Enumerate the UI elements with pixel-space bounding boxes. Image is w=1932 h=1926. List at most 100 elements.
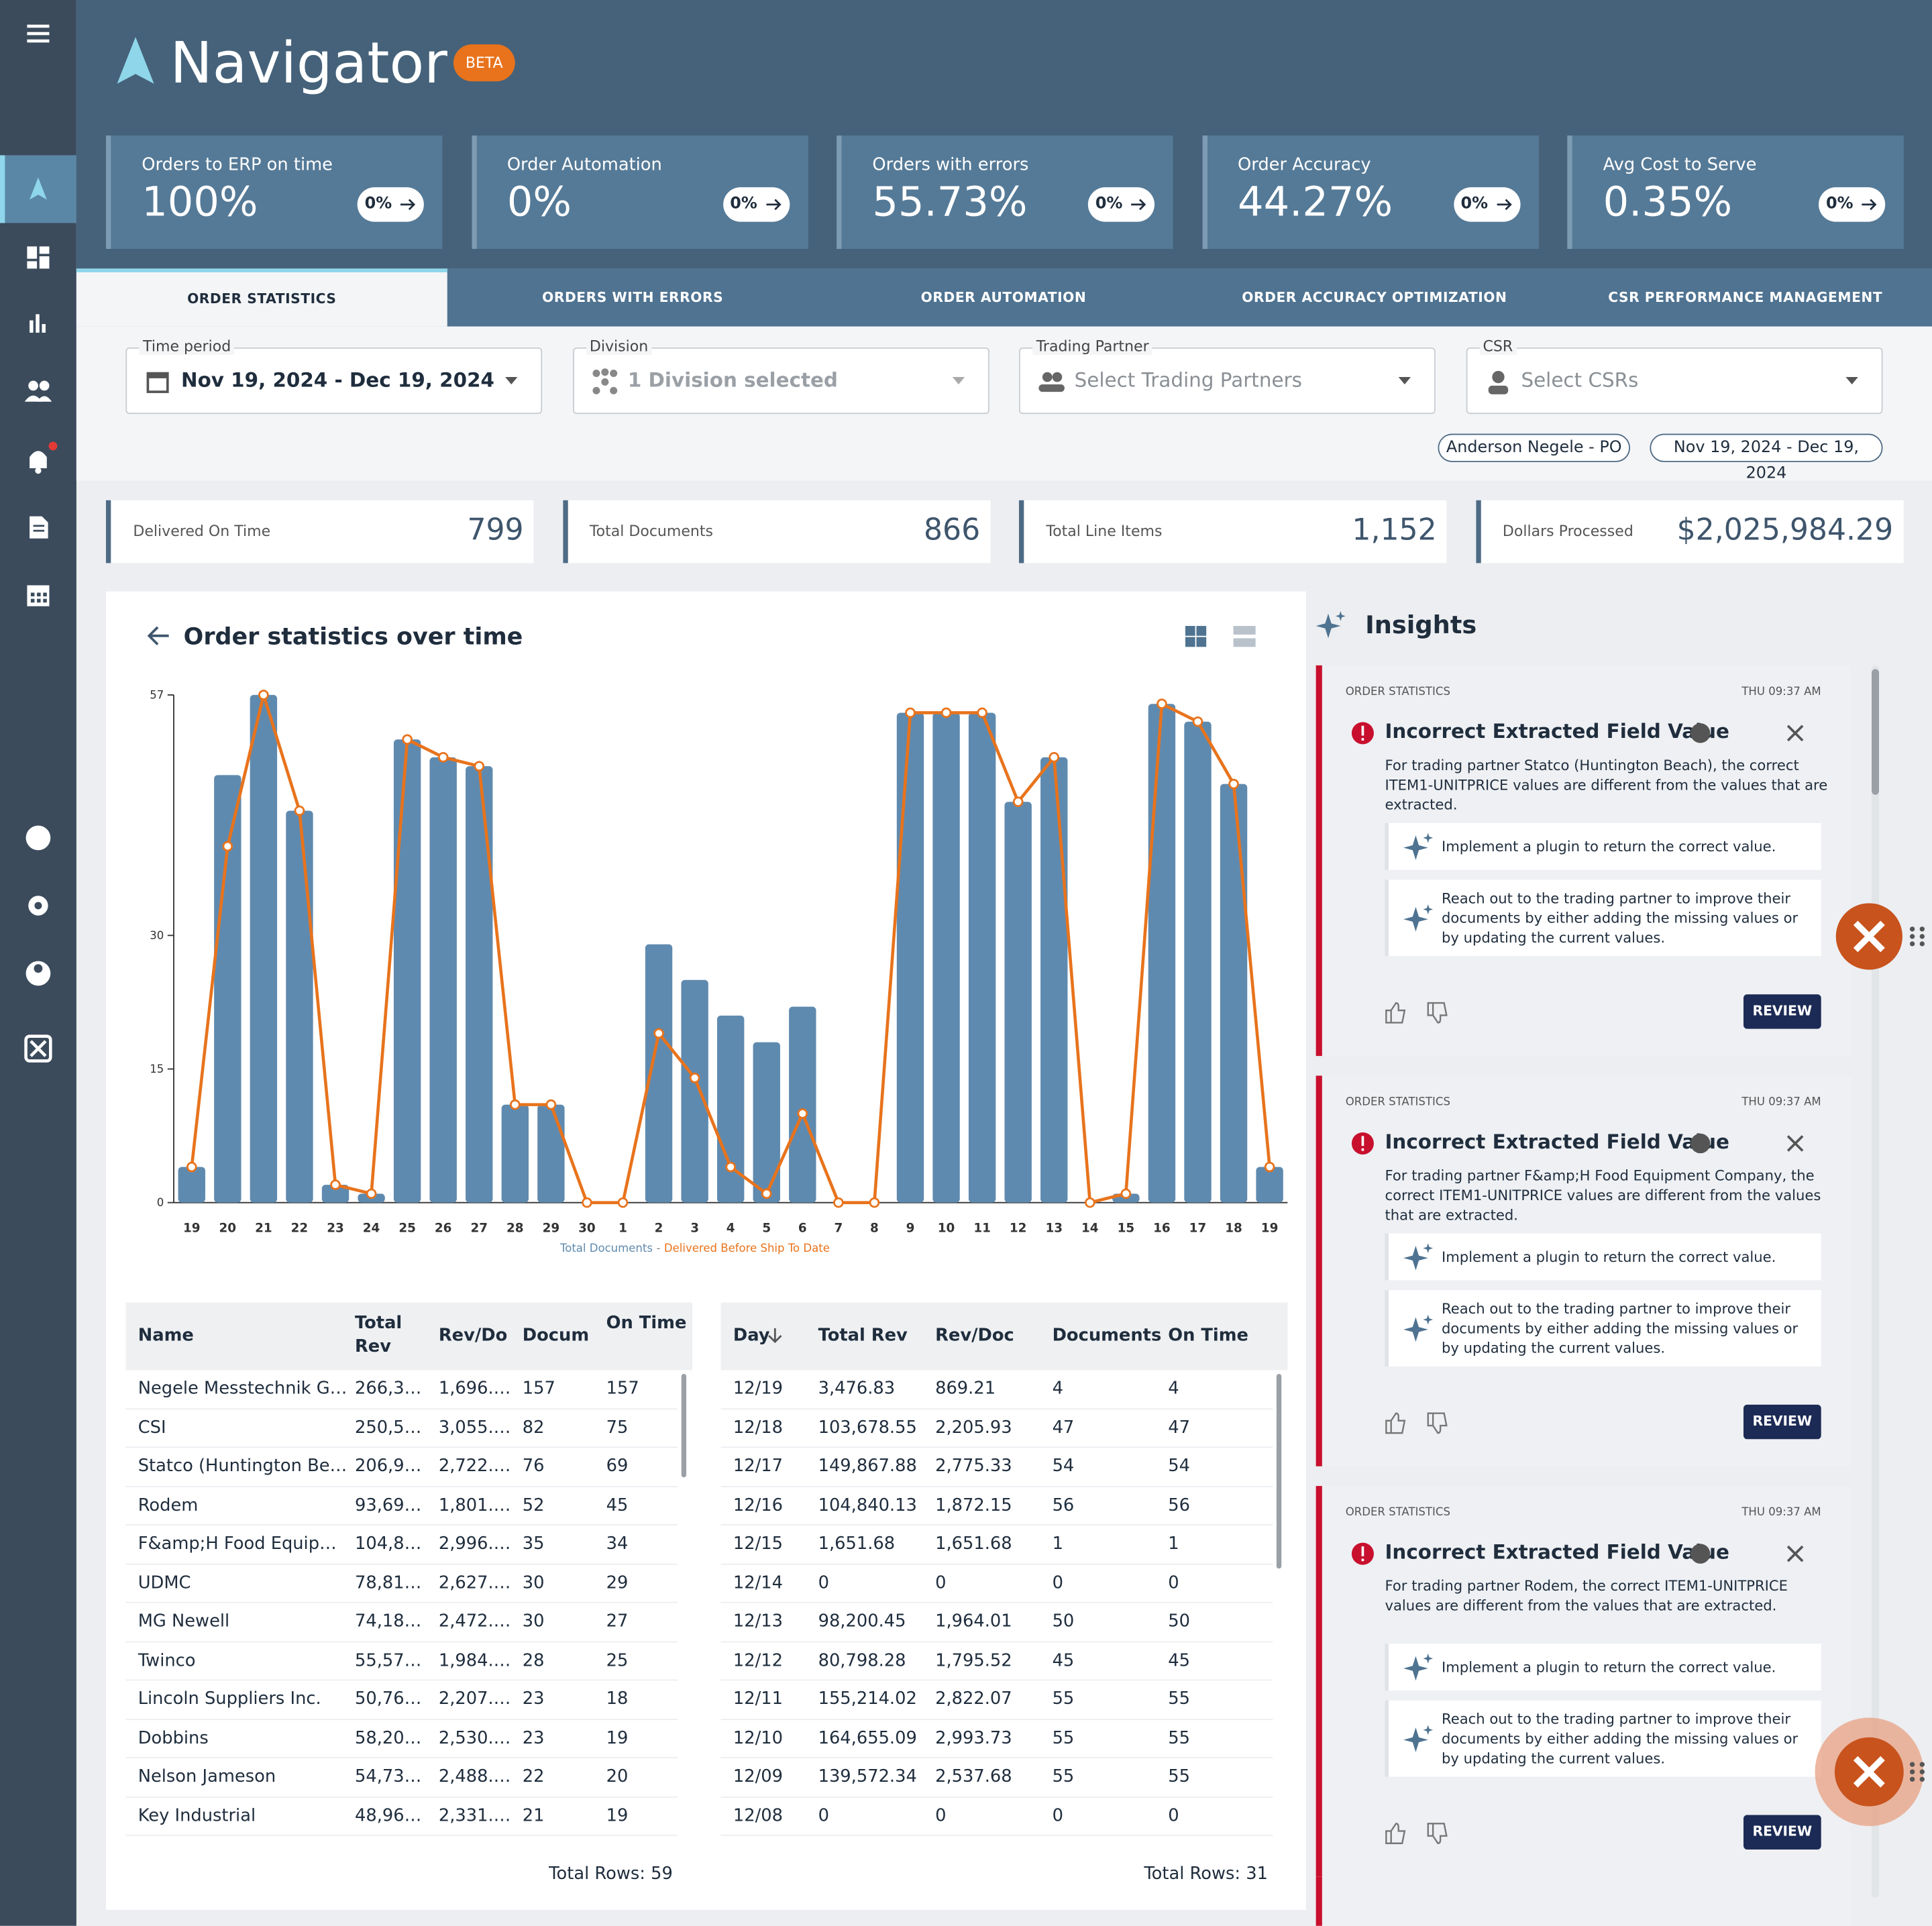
kpi-change-text: 0%: [1460, 195, 1489, 213]
x-tick-label: 17: [1189, 1222, 1207, 1236]
list-view-icon: [1233, 638, 1256, 647]
insight-action[interactable]: Implement a plugin to return the correct…: [1385, 1233, 1821, 1281]
kpi-value: 55.73%: [872, 177, 1028, 226]
filter-value: Select CSRs: [1521, 368, 1639, 392]
line-point: [761, 1188, 772, 1199]
tab[interactable]: ORDER AUTOMATION: [920, 289, 1087, 306]
table-row: MG Newell 74,18… 2,472.… 30 27: [125, 1603, 678, 1642]
kpi-change[interactable]: 0%: [1087, 187, 1155, 222]
line-point: [977, 707, 987, 718]
thumb-up: [1385, 1412, 1406, 1434]
caret: [1845, 377, 1858, 385]
table-cell: 2,488.…: [438, 1766, 511, 1787]
x-tick-label: 14: [1081, 1222, 1099, 1236]
filter-select[interactable]: CSR Select CSRs: [1465, 337, 1882, 415]
bar: [501, 1104, 529, 1203]
tab[interactable]: CSR PERFORMANCE MANAGEMENT: [1608, 289, 1883, 306]
beta-badge: BETA: [453, 44, 515, 82]
filter-select[interactable]: Trading Partner Select Trading Partners: [1018, 337, 1436, 415]
table-cell: 52: [522, 1495, 545, 1515]
filter-icon: [1038, 372, 1065, 392]
node: [600, 378, 608, 386]
filter-chip[interactable]: Nov 19, 2024 - Dec 19, 2024: [1650, 433, 1883, 483]
help-icon: [1690, 723, 1711, 743]
sparkle-icon: [1403, 1725, 1434, 1752]
table-cell: 0: [818, 1572, 829, 1593]
column-header[interactable]: Total Rev: [354, 1313, 402, 1357]
kpi-value: 0.35%: [1603, 177, 1733, 226]
table-row: 12/09 139,572.34 2,537.68 55 55: [720, 1758, 1273, 1797]
column-header[interactable]: Documents: [1052, 1326, 1162, 1346]
action-text: Implement a plugin to return the correct…: [1441, 1658, 1776, 1676]
kpi-change[interactable]: 0%: [1453, 187, 1520, 222]
head: [1052, 372, 1063, 382]
dropdown-icon: [1398, 377, 1411, 385]
table-cell: 0: [1168, 1572, 1179, 1593]
line-point: [545, 1099, 557, 1110]
column-header[interactable]: Docum: [522, 1326, 590, 1346]
kpi-change-text: 0%: [364, 195, 392, 213]
insight-action[interactable]: Implement a plugin to return the correct…: [1385, 1644, 1821, 1691]
line-point: [1120, 1188, 1132, 1199]
feedback-icons: [1385, 1823, 1448, 1844]
table-cell: 3,055.…: [438, 1417, 511, 1438]
column-header[interactable]: Rev/Doc: [935, 1326, 1014, 1346]
review-button[interactable]: REVIEW: [1743, 994, 1821, 1029]
table-cell: 78,81…: [354, 1572, 422, 1593]
column-header[interactable]: On Time: [1168, 1326, 1248, 1346]
table-row: 12/16 104,840.13 1,872.15 56 56: [720, 1487, 1273, 1526]
bar: [896, 712, 924, 1203]
x-tick-label: 16: [1153, 1222, 1171, 1236]
insight-action[interactable]: Implement a plugin to return the correct…: [1385, 822, 1821, 870]
bar: [1256, 1167, 1283, 1203]
tab[interactable]: ORDER ACCURACY OPTIMIZATION: [1242, 289, 1507, 306]
filter-chip[interactable]: Anderson Negele - PO: [1438, 433, 1631, 462]
table-row: Nelson Jameson 54,73… 2,488.… 22 20: [125, 1758, 678, 1797]
x-tick-label: 5: [762, 1222, 771, 1236]
tab[interactable]: ORDER STATISTICS: [76, 268, 447, 327]
filter-select[interactable]: Time period Nov 19, 2024 - Dec 19, 2024: [125, 337, 543, 415]
data-table: Name Total Rev Rev/Do Docum On Time Negele Me…: [125, 1302, 693, 1904]
insight-action[interactable]: Reach out to the trading partner to impr…: [1385, 1700, 1821, 1777]
kpi-change[interactable]: 0%: [722, 187, 790, 222]
table-cell: 1,984.…: [438, 1650, 511, 1670]
kpi-change[interactable]: 0%: [357, 187, 424, 222]
filter-select[interactable]: Division 1 Division selected: [572, 337, 989, 415]
table-cell: 104,840.13: [818, 1495, 917, 1515]
column-header[interactable]: Total Rev: [818, 1326, 908, 1346]
table-cell: 50: [1052, 1611, 1075, 1631]
tab[interactable]: ORDERS WITH ERRORS: [542, 289, 724, 306]
table-cell: 12/14: [733, 1572, 783, 1593]
column-header[interactable]: Rev/Do: [438, 1326, 508, 1346]
kpi-change[interactable]: 0%: [1819, 187, 1886, 222]
table-cell: 1,696.…: [438, 1379, 511, 1399]
x-tick-label: 21: [255, 1222, 272, 1236]
error-mark: [1361, 1558, 1364, 1562]
table-cell: 2,775.33: [935, 1456, 1012, 1477]
table-cell: 157: [522, 1379, 555, 1399]
table-cell: 157: [606, 1379, 639, 1399]
kpi-card: Order Accuracy 44.27% 0%: [1201, 136, 1539, 250]
help-icon: [1690, 1133, 1711, 1154]
x-tick-label: 26: [435, 1222, 452, 1236]
insight-action[interactable]: Reach out to the trading partner to impr…: [1385, 1290, 1821, 1367]
x-tick-label: 27: [470, 1222, 488, 1236]
column-header[interactable]: Name: [138, 1326, 194, 1346]
kpi-value: 44.27%: [1238, 177, 1393, 226]
table-cell: 1,651.68: [935, 1534, 1012, 1554]
kpi-label: Order Automation: [506, 155, 662, 175]
table-cell: 2,537.68: [935, 1766, 1012, 1787]
column-header[interactable]: Day: [733, 1326, 770, 1346]
table-row: 12/18 103,678.55 2,205.93 47 47: [720, 1409, 1273, 1448]
review-button[interactable]: REVIEW: [1743, 1815, 1821, 1850]
table-cell: 2,996.…: [438, 1534, 511, 1554]
table-cell: UDMC: [138, 1572, 191, 1593]
table-cell: 54: [1168, 1456, 1190, 1477]
line-point: [833, 1197, 844, 1208]
column-header[interactable]: On Time: [606, 1313, 687, 1334]
review-button[interactable]: REVIEW: [1743, 1404, 1821, 1440]
insight-action[interactable]: Reach out to the trading partner to impr…: [1385, 879, 1821, 957]
table-row: F&amp;H Food Equip… 104,8… 2,996.… 35 34: [125, 1526, 678, 1564]
